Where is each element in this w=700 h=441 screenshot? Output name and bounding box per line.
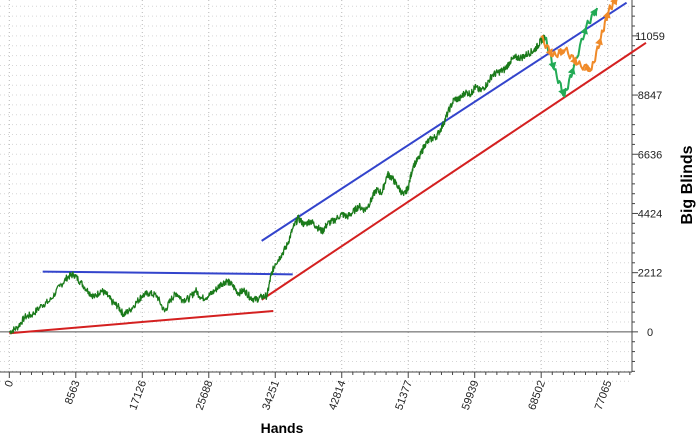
trend-line — [9, 309, 274, 335]
y-tick-labels: 0 2212 4424 6636 8847 11059 — [635, 31, 665, 339]
x-tick-label: 0 — [3, 379, 16, 389]
projection-arrowhead — [558, 88, 566, 97]
series — [9, 34, 546, 335]
projection-arrowhead — [570, 56, 578, 65]
x-tick-label: 51377 — [393, 379, 415, 412]
projection-arrowhead — [580, 26, 588, 35]
projection-line — [544, 7, 599, 98]
trend-line — [42, 270, 293, 276]
projection-arrowhead — [610, 0, 618, 6]
x-tick-labels: 0 8563 17126 25688 34251 42814 51377 59939 68502… — [3, 379, 615, 412]
y-tick-label: 2212 — [638, 268, 662, 280]
x-tick-label: 68502 — [526, 379, 548, 412]
projection-arrowhead — [590, 8, 598, 17]
y-axis-title: Big Blinds — [679, 145, 696, 224]
x-tick-label: 34251 — [260, 379, 282, 412]
axes — [0, 0, 638, 378]
x-tick-label: 42814 — [327, 379, 349, 412]
x-tick-label: 17126 — [127, 379, 149, 412]
projection-arrowhead — [548, 61, 557, 70]
x-axis-title: Hands — [261, 420, 304, 436]
projection-arrowhead — [595, 37, 603, 46]
x-tick-label: 77065 — [593, 379, 615, 412]
y-tick-label: 8847 — [638, 90, 662, 102]
y-tick-label: 0 — [647, 327, 653, 339]
trend-line — [261, 41, 647, 301]
series-line — [9, 34, 546, 335]
x-tick-label: 25688 — [194, 379, 216, 412]
projection-arrowhead — [567, 66, 576, 75]
x-tick-label: 8563 — [63, 379, 83, 406]
projection-arrowhead — [602, 10, 611, 19]
projections — [540, 0, 618, 98]
projection-arrowhead — [583, 63, 592, 71]
grid — [0, 0, 632, 382]
y-tick-label: 4424 — [638, 208, 662, 220]
projection-arrowhead — [557, 49, 566, 57]
y-tick-label: 6636 — [638, 149, 662, 161]
y-tick-label: 11059 — [635, 31, 665, 43]
x-tick-label: 59939 — [460, 379, 482, 412]
projection-arrowhead — [545, 48, 553, 57]
